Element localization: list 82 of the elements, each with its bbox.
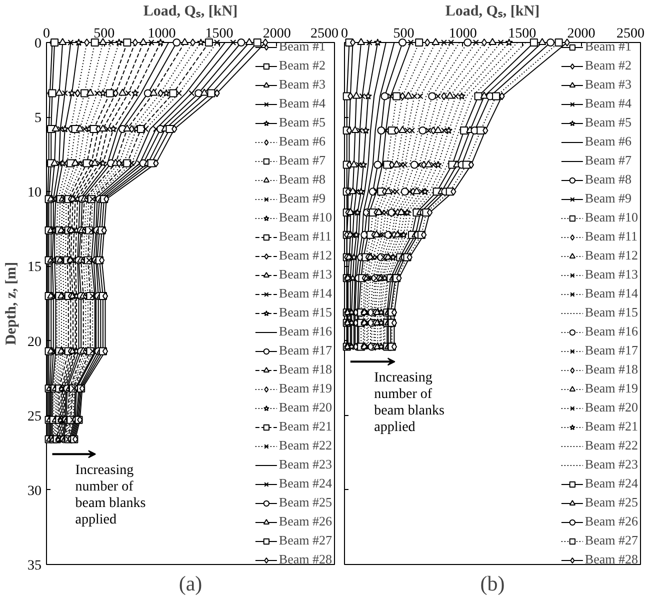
legend-label: Beam #2	[278, 58, 326, 74]
y-axis-title: Depth, z, [m]	[4, 262, 20, 346]
annotation: Increasing number of beam blanks applied	[374, 370, 444, 436]
x-tick-label: 1500	[508, 26, 536, 42]
legend-label: Beam #15	[278, 304, 332, 320]
x-tick-label: 0	[341, 26, 348, 42]
y-tick-label: 35	[28, 558, 42, 574]
legend-label: Beam #26	[584, 514, 638, 530]
legend-label: Beam #5	[584, 114, 632, 130]
legend-label: Beam #3	[278, 76, 326, 92]
annotation: Increasing number of beam blanks applied	[75, 463, 146, 528]
legend-label: Beam #6	[584, 134, 632, 150]
legend-label: Beam #1	[278, 41, 326, 54]
legend-label: Beam #14	[584, 286, 638, 302]
legend-label: Beam #23	[584, 456, 638, 472]
x-tick-label: 2500	[616, 26, 644, 42]
legend-label: Beam #11	[278, 228, 332, 244]
legend-label: Beam #19	[584, 380, 638, 396]
legend-label: Beam #9	[278, 190, 326, 206]
legend-label: Beam #21	[584, 418, 638, 434]
legend-label: Beam #10	[278, 210, 332, 226]
y-tick-label: 0	[34, 36, 42, 52]
legend-label: Beam #7	[584, 152, 632, 168]
legend-label: Beam #17	[584, 342, 638, 358]
legend-label: Beam #21	[278, 418, 332, 434]
legend-label: Beam #18	[278, 362, 332, 378]
legend-label: Beam #24	[278, 476, 332, 492]
legend-label: Beam #25	[584, 494, 638, 510]
legend-label: Beam #17	[278, 342, 332, 358]
x-axis-title: Load, Qₛ, [kN]	[445, 4, 540, 20]
legend-label: Beam #12	[584, 248, 638, 264]
legend-label: Beam #13	[584, 266, 638, 282]
legend-label: Beam #12	[278, 248, 332, 264]
y-tick-label: 30	[28, 484, 42, 499]
x-tick-label: 2500	[310, 26, 338, 42]
x-tick-label: 1000	[148, 26, 176, 42]
legend-label: Beam #13	[278, 266, 332, 282]
x-tick-label: 500	[94, 26, 115, 42]
legend-label: Beam #20	[278, 400, 332, 416]
x-tick-label: 500	[393, 26, 414, 42]
text: (a)	[178, 572, 202, 596]
y-tick-label: 25	[28, 409, 42, 424]
legend-label: Beam #22	[584, 438, 638, 454]
legend-label: Beam #4	[278, 96, 326, 112]
legend-label: Beam #11	[584, 228, 638, 244]
legend-label: Beam #8	[584, 172, 632, 188]
legend-label: Beam #27	[584, 532, 638, 548]
y-tick-label: 5	[34, 111, 42, 126]
legend-label: Beam #19	[278, 380, 332, 396]
legend-label: Beam #25	[278, 494, 332, 510]
legend-label: Beam #22	[278, 438, 332, 454]
x-tick-label: 2000	[567, 26, 596, 42]
legend-label: Beam #10	[584, 210, 638, 226]
legend-label: Beam #18	[584, 362, 638, 378]
y-tick-label: 20	[28, 334, 42, 350]
legend-label: Beam #16	[278, 324, 332, 340]
legend-label: Beam #6	[278, 134, 326, 150]
legend-label: Beam #23	[278, 456, 332, 472]
x-tick-label: 1000	[448, 26, 477, 42]
legend-label: Beam #28	[584, 552, 638, 566]
x-tick-label: 1500	[205, 26, 234, 42]
legend-label: Beam #16	[584, 324, 638, 340]
legend-label: Beam #9	[584, 190, 632, 206]
y-tick-label: 15	[28, 260, 42, 276]
legend-label: Beam #2	[584, 58, 632, 74]
legend-label: Beam #8	[278, 172, 326, 188]
y-tick-label: 10	[28, 186, 42, 201]
legend-label: Beam #1	[584, 41, 632, 54]
legend-label: Beam #20	[584, 400, 638, 416]
legend-label: Beam #24	[584, 476, 638, 492]
legend-label: Beam #15	[584, 304, 638, 320]
legend-label: Beam #28	[278, 552, 332, 566]
x-axis-title: Load, Qₛ, [kN]	[143, 4, 238, 20]
legend-label: Beam #7	[278, 152, 326, 168]
legend-label: Beam #27	[278, 532, 332, 548]
legend-label: Beam #5	[278, 114, 326, 130]
legend-label: Beam #3	[584, 76, 632, 92]
legend-label: Beam #4	[584, 96, 632, 112]
x-tick-label: 2000	[262, 26, 291, 42]
legend-label: Beam #14	[278, 286, 332, 302]
legend-label: Beam #26	[278, 514, 332, 530]
text: (b)	[480, 572, 505, 596]
